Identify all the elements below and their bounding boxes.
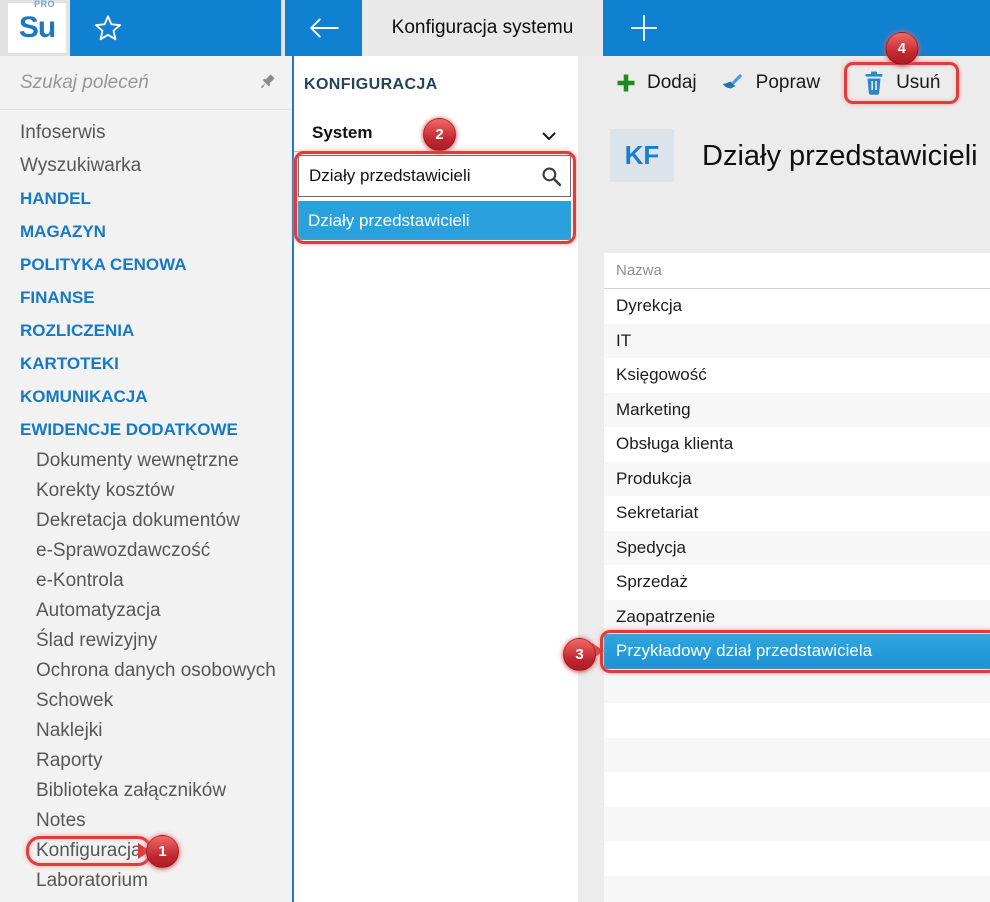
konfiguracja-panel: KONFIGURACJA System Działy przedstawicie…	[292, 56, 578, 902]
sidebar-item-notes[interactable]: Notes	[36, 810, 86, 831]
tab-konfiguracja-systemu[interactable]: Konfiguracja systemu	[362, 0, 603, 56]
sidebar-item-ewidencje-dodatkowe[interactable]: EWIDENCJE DODATKOWE	[20, 420, 238, 439]
content-panel: Dodaj Popraw Usuń 4	[578, 32, 990, 902]
sidebar-item-konfiguracja[interactable]: Konfiguracja	[36, 840, 142, 861]
favorites-button[interactable]	[70, 0, 281, 56]
top-bar: Su PRO Konfiguracja systemu	[0, 0, 990, 56]
delete-button-label: Usuń	[896, 72, 941, 93]
config-search-input[interactable]	[299, 156, 570, 196]
annotation-rect-delete: Usuń 4	[844, 32, 960, 104]
column-header-nazwa[interactable]: Nazwa	[604, 253, 990, 289]
sidebar-item-e-kontrola[interactable]: e-Kontrola	[36, 570, 124, 591]
category-dropdown-value: System	[312, 122, 373, 142]
sidebar-item-dokumenty-wewnetrzne[interactable]: Dokumenty wewnętrzne	[36, 450, 239, 471]
sidebar-item-biblioteka-zalacznikow[interactable]: Biblioteka załączników	[36, 780, 227, 801]
record-type-badge: KF	[610, 129, 674, 182]
add-button[interactable]: Dodaj	[616, 72, 697, 94]
back-arrow-icon	[309, 18, 339, 38]
sidebar-item-wyszukiwarka[interactable]: Wyszukiwarka	[20, 155, 142, 176]
sidebar-menu: Infoserwis Wyszukiwarka HANDEL MAGAZYN P…	[0, 110, 292, 896]
sidebar-item-schowek[interactable]: Schowek	[36, 690, 114, 711]
command-search-row	[0, 56, 292, 110]
sidebar: Infoserwis Wyszukiwarka HANDEL MAGAZYN P…	[0, 56, 292, 902]
plus-icon	[631, 15, 657, 41]
sidebar-item-dekretacja-dokumentow[interactable]: Dekretacja dokumentów	[36, 510, 240, 531]
sidebar-item-automatyzacja[interactable]: Automatyzacja	[36, 600, 161, 621]
page-title: Działy przedstawicieli	[702, 140, 978, 172]
config-list-item-dzialy-przedstawicieli[interactable]: Działy przedstawicieli	[298, 201, 571, 240]
pin-icon	[261, 74, 275, 88]
sidebar-item-polityka-cenowa[interactable]: POLITYKA CENOWA	[20, 255, 187, 274]
app-logo-pro-label: PRO	[34, 0, 56, 9]
table-row[interactable]: IT	[604, 323, 990, 358]
pin-button[interactable]	[258, 73, 276, 91]
sidebar-item-raporty[interactable]: Raporty	[36, 750, 103, 771]
table-row[interactable]: Księgowość	[604, 358, 990, 393]
table-row-empty	[604, 668, 990, 703]
add-button-label: Dodaj	[647, 72, 697, 93]
sidebar-item-handel[interactable]: HANDEL	[20, 189, 91, 208]
sidebar-item-e-sprawozdawczosc[interactable]: e-Sprawozdawczość	[36, 540, 211, 561]
delete-button[interactable]: Usuń	[863, 71, 940, 95]
sidebar-item-rozliczenia[interactable]: ROZLICZENIA	[20, 321, 135, 340]
table-row[interactable]: Sekretariat	[604, 496, 990, 531]
app-logo-text: Su	[18, 11, 56, 44]
app-logo: Su PRO	[8, 0, 66, 53]
panel-heading: KONFIGURACJA	[304, 76, 438, 93]
table-row[interactable]: Obsługa klienta	[604, 427, 990, 462]
category-dropdown[interactable]: System	[294, 114, 571, 152]
table-row[interactable]: Spedycja	[604, 530, 990, 565]
table-row[interactable]: Produkcja	[604, 461, 990, 496]
command-search-input[interactable]	[0, 56, 292, 109]
trash-icon	[865, 71, 883, 95]
config-search-box	[298, 155, 571, 197]
sidebar-item-slad-rewizyjny[interactable]: Ślad rewizyjny	[36, 630, 158, 651]
toolbar: Dodaj Popraw Usuń 4	[578, 32, 990, 110]
sidebar-item-magazyn[interactable]: MAGAZYN	[20, 222, 106, 241]
table-row-empty	[604, 737, 990, 772]
table-row-selected[interactable]: Przykładowy dział przedstawiciela	[604, 634, 990, 669]
departments-table: Nazwa Dyrekcja IT Księgowość Marketing O…	[604, 253, 990, 902]
chevron-down-icon	[541, 128, 557, 146]
sidebar-item-komunikacja[interactable]: KOMUNIKACJA	[20, 387, 148, 406]
table-row-empty	[604, 772, 990, 807]
sidebar-item-laboratorium[interactable]: Laboratorium	[36, 870, 148, 891]
table-row-empty	[604, 841, 990, 876]
sidebar-item-ochrona-danych-osobowych[interactable]: Ochrona danych osobowych	[36, 660, 276, 681]
table-row-empty	[604, 806, 990, 841]
tab-title: Konfiguracja systemu	[391, 17, 574, 38]
edit-button-label: Popraw	[755, 72, 821, 93]
add-plus-icon	[617, 74, 635, 92]
new-tab-button[interactable]	[603, 0, 990, 56]
sidebar-item-infoserwis[interactable]: Infoserwis	[20, 122, 106, 143]
table-row[interactable]: Marketing	[604, 392, 990, 427]
sidebar-item-finanse[interactable]: FINANSE	[20, 288, 95, 307]
back-button[interactable]	[285, 0, 362, 56]
table-row-empty	[604, 875, 990, 902]
star-icon	[95, 15, 121, 41]
table-row[interactable]: Sprzedaż	[604, 565, 990, 600]
edit-button[interactable]: Popraw	[721, 71, 820, 95]
table-row[interactable]: Dyrekcja	[604, 289, 990, 324]
table-row[interactable]: Zaopatrzenie	[604, 599, 990, 634]
sidebar-item-korekty-kosztow[interactable]: Korekty kosztów	[36, 480, 175, 501]
sidebar-item-kartoteki[interactable]: KARTOTEKI	[20, 354, 119, 373]
sidebar-item-naklejki[interactable]: Naklejki	[36, 720, 103, 741]
search-icon[interactable]	[541, 166, 562, 192]
brush-icon	[722, 74, 742, 89]
table-row-empty	[604, 703, 990, 738]
